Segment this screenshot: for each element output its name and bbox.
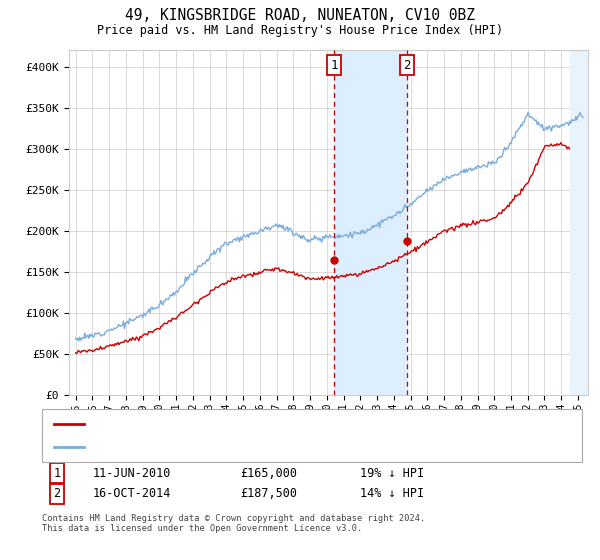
Text: 1: 1 <box>53 466 61 480</box>
Text: 49, KINGSBRIDGE ROAD, NUNEATON, CV10 0BZ (detached house): 49, KINGSBRIDGE ROAD, NUNEATON, CV10 0BZ… <box>93 419 449 429</box>
Text: 16-OCT-2014: 16-OCT-2014 <box>93 487 172 501</box>
Text: £187,500: £187,500 <box>240 487 297 501</box>
Bar <box>569 50 588 395</box>
Text: 11-JUN-2010: 11-JUN-2010 <box>93 466 172 480</box>
Text: £165,000: £165,000 <box>240 466 297 480</box>
Text: Contains HM Land Registry data © Crown copyright and database right 2024.
This d: Contains HM Land Registry data © Crown c… <box>42 514 425 534</box>
Text: Price paid vs. HM Land Registry's House Price Index (HPI): Price paid vs. HM Land Registry's House … <box>97 24 503 36</box>
Bar <box>334 50 407 395</box>
Text: 2: 2 <box>53 487 61 501</box>
Text: 2: 2 <box>403 59 411 72</box>
Text: 14% ↓ HPI: 14% ↓ HPI <box>360 487 424 501</box>
Text: 19% ↓ HPI: 19% ↓ HPI <box>360 466 424 480</box>
Text: 1: 1 <box>331 59 338 72</box>
Text: HPI: Average price, detached house, Nuneaton and Bedworth: HPI: Average price, detached house, Nune… <box>93 442 449 452</box>
Text: 49, KINGSBRIDGE ROAD, NUNEATON, CV10 0BZ: 49, KINGSBRIDGE ROAD, NUNEATON, CV10 0BZ <box>125 8 475 24</box>
